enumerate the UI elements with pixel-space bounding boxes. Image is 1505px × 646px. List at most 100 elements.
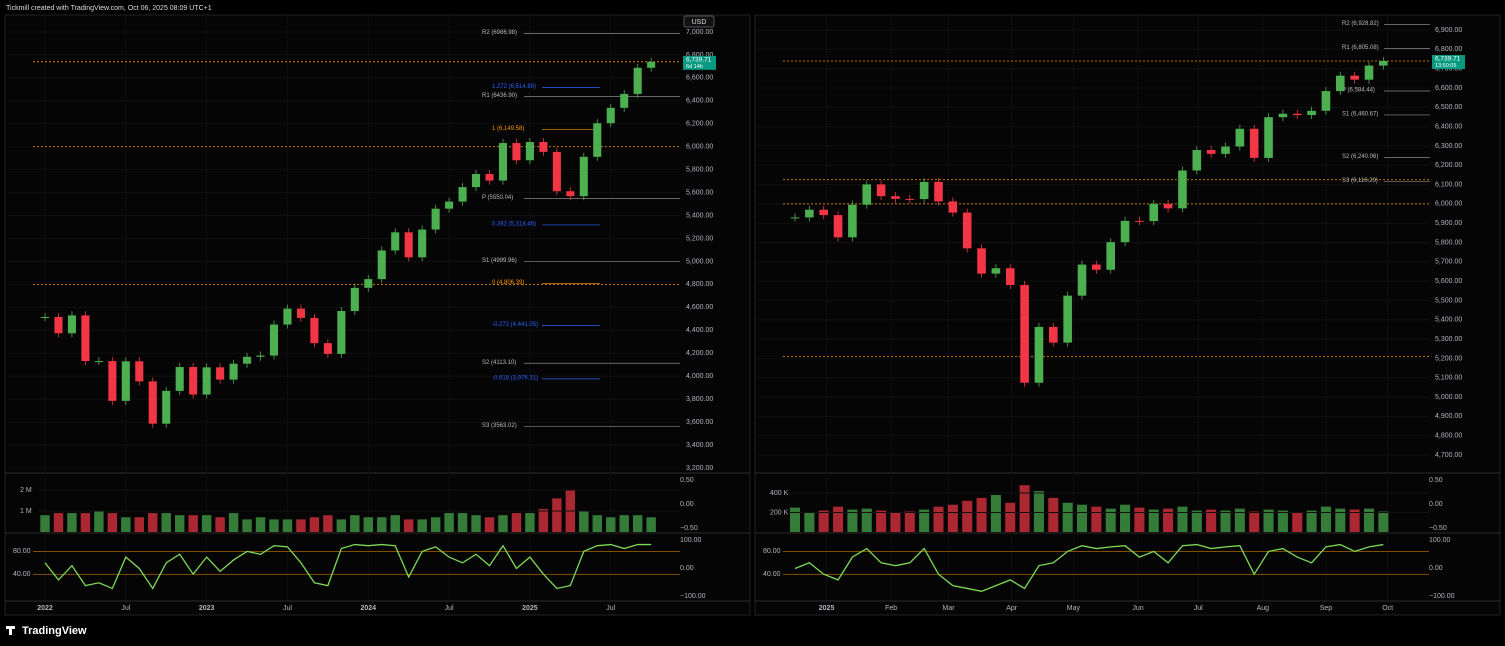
y-tick-label: 6,200.00: [686, 121, 713, 128]
oscillator-line: [44, 543, 652, 590]
candle: [891, 196, 900, 199]
vol-axis2-label: 0.50: [680, 477, 694, 484]
y-tick-label: 6,100.00: [1435, 181, 1462, 188]
fib-label: 0.382 (5,318.46): [492, 221, 536, 227]
vol-axis2-label: 0.00: [1429, 501, 1443, 508]
candle: [485, 174, 494, 181]
pivot-label: S3 (6,116.29): [1342, 178, 1378, 184]
volume-bar: [94, 510, 104, 532]
y-tick-label: 3,400.00: [686, 442, 713, 449]
y-tick-label: 5,700.00: [1435, 259, 1462, 266]
volume-bar: [269, 519, 279, 532]
volume-bar: [1220, 510, 1231, 532]
vol-axis2-label: −0.50: [1429, 525, 1447, 532]
candle: [498, 143, 508, 181]
candle: [1106, 242, 1116, 270]
candle: [948, 201, 958, 213]
candle: [1321, 91, 1331, 111]
volume-bar: [632, 515, 643, 532]
osc-axis2-label: −100.00: [680, 593, 706, 600]
candle: [1264, 117, 1273, 158]
volume-bar: [579, 510, 589, 532]
x-tick-label: May: [1067, 605, 1081, 612]
candle: [202, 367, 211, 395]
candle: [1192, 150, 1202, 171]
osc-axis2-label: −100.00: [1429, 593, 1455, 600]
candle: [1307, 110, 1316, 116]
volume-bar: [552, 498, 562, 532]
x-tick-label: 2025: [522, 605, 538, 612]
fib-label: 0 (4,806.39): [492, 280, 524, 286]
candle: [1063, 295, 1072, 343]
logo-icon: [6, 626, 15, 635]
candle: [905, 198, 915, 200]
x-tick-label: Jul: [445, 605, 454, 612]
volume-bar: [1062, 502, 1073, 532]
volume-bar: [296, 519, 306, 532]
candle: [162, 390, 171, 424]
y-tick-label: 6,200.00: [1435, 162, 1462, 169]
osc-tick-label: 80.00: [763, 548, 781, 555]
candle: [418, 229, 427, 258]
candle: [1235, 128, 1245, 147]
volume-bar: [498, 515, 508, 532]
candle: [606, 107, 615, 124]
volume-bar: [323, 515, 333, 532]
candle: [350, 287, 359, 312]
y-tick-label: 5,500.00: [1435, 297, 1462, 304]
candle: [512, 143, 521, 161]
fib-label: -0.272 (4,441.05): [492, 322, 538, 328]
left-panel: [4, 14, 751, 616]
candle: [108, 361, 117, 401]
candle: [1364, 65, 1374, 80]
vol-axis2-label: 0.50: [1429, 477, 1443, 484]
volume-bar: [1048, 497, 1059, 532]
oscillator-line: [794, 543, 1384, 592]
volume-bar: [484, 517, 495, 532]
candle: [833, 215, 843, 238]
y-tick-label: 6,500.00: [1435, 104, 1462, 111]
y-tick-label: 6,800.00: [1435, 46, 1462, 53]
volume-bar: [390, 515, 400, 532]
x-tick-label: Jul: [606, 605, 615, 612]
volume-bar: [1349, 509, 1360, 532]
volume-bar: [606, 517, 616, 532]
osc-axis2-label: 0.00: [1429, 565, 1443, 572]
osc-tick-label: 80.00: [13, 548, 31, 555]
y-tick-label: 7,000.00: [686, 29, 713, 36]
volume-bar: [228, 513, 239, 532]
volume-bar: [188, 515, 198, 532]
y-tick-label: 4,000.00: [686, 373, 713, 380]
volume-bar: [1277, 510, 1288, 532]
volume-bar: [1105, 508, 1116, 532]
volume-bar: [538, 508, 549, 532]
volume-bar: [1191, 510, 1202, 532]
candle: [1120, 220, 1130, 243]
volume-bar: [890, 512, 901, 532]
candle: [391, 232, 400, 251]
volume-bar: [833, 506, 844, 532]
volume-bar: [1177, 506, 1188, 532]
candle: [805, 209, 814, 218]
volume-bar: [215, 517, 225, 532]
volume-bar: [444, 513, 454, 532]
y-tick-label: 5,200.00: [686, 235, 713, 242]
y-tick-label: 5,200.00: [1435, 355, 1462, 362]
volume-bar: [417, 519, 427, 532]
volume-bar: [336, 519, 347, 532]
candle: [94, 361, 103, 363]
volume-bar: [1378, 511, 1389, 532]
pivot-label: P (6,584.44): [1342, 88, 1375, 94]
pivot-label: S2 (4113.10): [482, 360, 516, 366]
currency-box[interactable]: [683, 15, 715, 28]
candle: [579, 156, 588, 197]
volume-bar: [976, 497, 987, 532]
candle: [445, 201, 454, 209]
volume-bar: [646, 517, 656, 532]
candle: [121, 361, 130, 401]
y-tick-label: 5,800.00: [1435, 239, 1462, 246]
volume-bar: [1206, 509, 1217, 532]
y-tick-label: 4,200.00: [686, 350, 713, 357]
last-price: 6,739.71: [686, 57, 712, 64]
x-tick-label: 2025: [819, 605, 835, 612]
